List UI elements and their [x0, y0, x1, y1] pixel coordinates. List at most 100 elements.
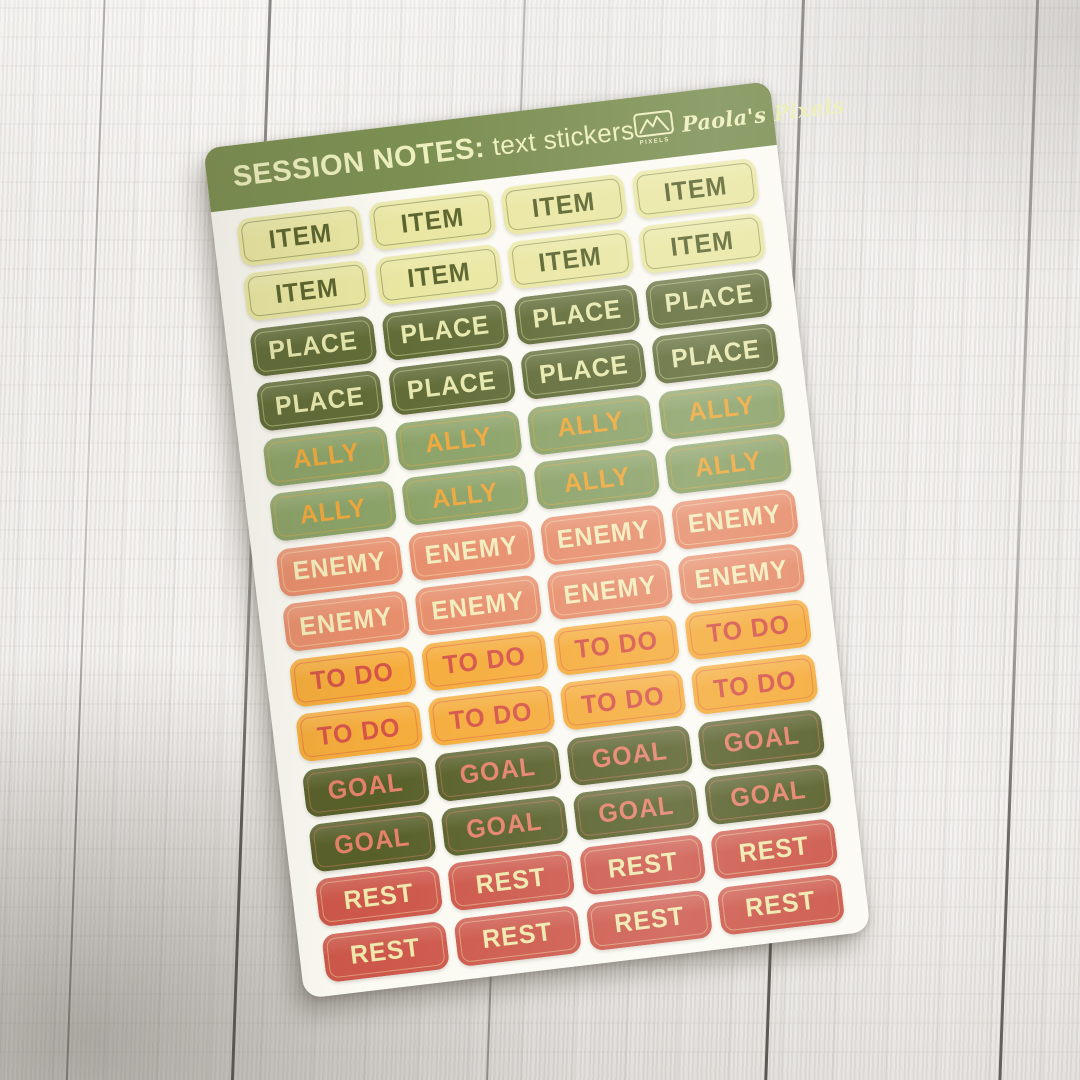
sticker-ally: ALLY — [657, 377, 787, 441]
sticker-label: ENEMY — [429, 584, 527, 626]
sticker-grid: ITEM ITEM ITEM ITEM ITEM ITEM ITEM ITEM PLACE PLA… — [211, 145, 871, 999]
sticker-ally: ALLY — [525, 393, 655, 456]
sticker-goal: GOAL — [301, 755, 431, 818]
brand: PIXELS Paola's Pixels — [632, 88, 846, 146]
sticker-rest: REST — [578, 834, 707, 897]
sticker-item: ITEM — [242, 259, 372, 323]
sticker-label: ITEM — [273, 271, 340, 310]
sticker-label: PLACE — [530, 293, 624, 335]
sticker-enemy: ENEMY — [407, 519, 536, 582]
sticker-place: PLACE — [644, 267, 774, 331]
sticker-label: ALLY — [693, 444, 764, 483]
sticker-item: ITEM — [506, 228, 635, 291]
sticker-todo: TO DO — [683, 598, 813, 661]
sticker-label: PLACE — [267, 325, 360, 366]
sticker-enemy: ENEMY — [677, 543, 806, 606]
sticker-label: TO DO — [704, 608, 792, 649]
sticker-rest: REST — [710, 818, 839, 881]
sticker-place: PLACE — [519, 338, 648, 401]
sticker-ally: ALLY — [532, 448, 661, 511]
sticker-label: TO DO — [447, 695, 535, 736]
sticker-label: ALLY — [429, 476, 500, 514]
sticker-ally: ALLY — [268, 480, 398, 543]
sticker-place: PLACE — [512, 283, 642, 346]
sticker-goal: GOAL — [433, 739, 562, 802]
sticker-label: ALLY — [686, 389, 757, 428]
sticker-place: PLACE — [651, 322, 780, 386]
sticker-goal: GOAL — [571, 778, 701, 842]
sticker-rest: REST — [321, 920, 450, 983]
sticker-label: PLACE — [405, 364, 498, 406]
sticker-rest: REST — [584, 889, 714, 952]
sticker-sheet: SESSION NOTES: text stickers PIXELS Paola… — [203, 81, 871, 999]
sticker-enemy: ENEMY — [275, 535, 404, 598]
sticker-enemy: ENEMY — [538, 503, 668, 566]
sticker-label: GOAL — [332, 821, 412, 861]
sticker-label: TO DO — [711, 663, 798, 704]
sticker-label: PLACE — [662, 278, 755, 319]
sticker-rest: REST — [716, 873, 846, 936]
sticker-label: REST — [744, 885, 818, 924]
sticker-label: ITEM — [266, 216, 334, 255]
sticker-label: REST — [342, 877, 416, 916]
sticker-rest: REST — [453, 904, 582, 968]
sticker-place: PLACE — [387, 354, 516, 417]
sheet-title-sub: text stickers — [490, 114, 636, 161]
sticker-label: REST — [737, 829, 812, 869]
sticker-goal: GOAL — [697, 708, 826, 771]
sticker-todo: TO DO — [558, 668, 688, 732]
sticker-rest: REST — [446, 849, 576, 913]
sticker-todo: TO DO — [690, 653, 820, 716]
sticker-todo: TO DO — [295, 700, 424, 763]
sticker-label: GOAL — [596, 790, 676, 830]
sticker-label: GOAL — [721, 719, 801, 759]
sticker-label: ALLY — [423, 421, 494, 459]
sticker-label: TO DO — [309, 656, 396, 696]
sticker-item: ITEM — [637, 212, 767, 275]
sticker-item: ITEM — [374, 244, 503, 307]
sticker-item: ITEM — [631, 157, 760, 220]
sticker-ally: ALLY — [400, 464, 530, 527]
sticker-label: ENEMY — [297, 600, 395, 642]
sticker-label: ITEM — [405, 256, 472, 294]
logo-sub-text: PIXELS — [639, 136, 670, 146]
sticker-label: REST — [612, 900, 686, 939]
sticker-place: PLACE — [255, 369, 385, 433]
sticker-enemy: ENEMY — [670, 487, 800, 551]
sticker-enemy: ENEMY — [413, 574, 543, 637]
sticker-item: ITEM — [499, 173, 629, 236]
sticker-todo: TO DO — [426, 684, 556, 747]
sticker-ally: ALLY — [664, 432, 793, 496]
sticker-label: REST — [348, 932, 423, 971]
sticker-label: ENEMY — [423, 529, 520, 571]
sticker-label: REST — [480, 916, 555, 955]
sticker-enemy: ENEMY — [281, 590, 411, 653]
sticker-label: ALLY — [291, 436, 362, 475]
sticker-label: TO DO — [579, 679, 667, 720]
sticker-enemy: ENEMY — [545, 558, 675, 622]
sticker-label: PLACE — [273, 380, 367, 421]
sticker-label: GOAL — [458, 750, 538, 790]
sticker-label: ALLY — [298, 491, 368, 530]
sticker-label: PLACE — [669, 333, 762, 374]
sticker-label: REST — [474, 861, 548, 900]
sticker-place: PLACE — [249, 314, 378, 378]
sticker-label: ITEM — [398, 201, 466, 239]
sticker-label: ENEMY — [693, 553, 790, 595]
sticker-label: GOAL — [326, 766, 406, 806]
sticker-label: ENEMY — [291, 545, 388, 587]
sticker-label: ALLY — [561, 460, 632, 499]
sticker-label: REST — [605, 845, 680, 884]
sticker-label: ENEMY — [686, 498, 784, 540]
sticker-label: ITEM — [537, 240, 604, 278]
sticker-place: PLACE — [380, 299, 510, 362]
sticker-label: TO DO — [573, 624, 660, 665]
sticker-label: PLACE — [537, 348, 630, 390]
mountain-logo-icon: PIXELS — [633, 109, 674, 146]
sticker-label: GOAL — [728, 774, 808, 814]
sticker-item: ITEM — [235, 204, 365, 268]
sticker-goal: GOAL — [308, 810, 437, 873]
sticker-item: ITEM — [367, 189, 497, 252]
sticker-ally: ALLY — [394, 409, 523, 472]
